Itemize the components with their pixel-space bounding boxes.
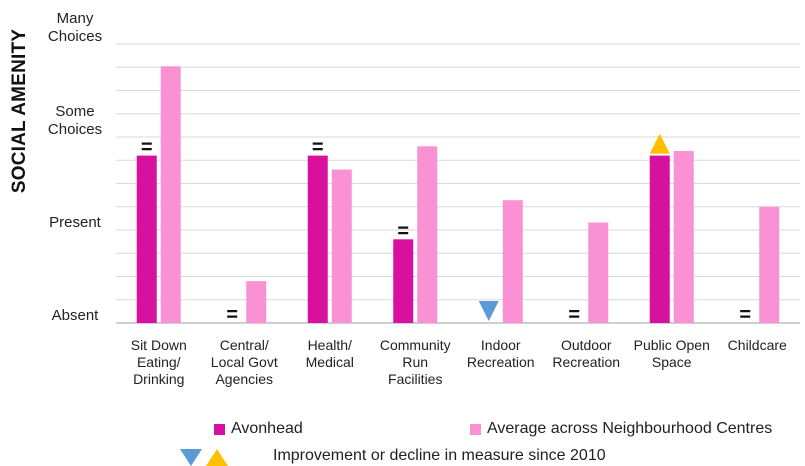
legend-label-average: Average across Neighbourhood Centres [487,420,773,437]
down-triangle-icon [180,449,202,466]
bar-average [673,150,694,323]
no-change-marker: = [568,304,580,326]
no-change-marker: = [312,137,324,159]
no-change-marker: = [141,137,153,159]
x-tick-label: Public Open Space [633,337,710,370]
legend-item-change-markers: Improvement or decline in measure since … [178,446,606,466]
y-tick-label: Absent [51,307,99,324]
legend-item-avonhead: Avonhead [214,420,303,438]
bar-average [331,169,352,323]
x-tick-label: Community Run Facilities [379,337,451,387]
bar-avonhead [393,239,414,323]
x-tick-label: Childcare [727,337,787,353]
bar-average [759,206,780,323]
legend-label-change-markers: Improvement or decline in measure since … [273,447,606,464]
x-tick-label: Sit Down Eating/ Drinking [130,337,187,387]
legend-marker-icons [180,449,228,466]
legend-swatch-average [470,423,481,435]
x-tick-label: Indoor Recreation [466,337,535,370]
bar-average [417,146,438,323]
no-change-marker: = [739,304,751,326]
legend-label-avonhead: Avonhead [231,420,303,437]
legend-swatch-avonhead [214,423,225,435]
decline-triangle-icon [478,301,499,321]
x-tick-label: Central/ Local Govt Agencies [210,337,278,387]
no-change-marker: = [226,304,238,326]
up-triangle-icon [206,449,228,466]
bar-average [588,222,609,323]
y-axis-title: SOCIAL AMENITY [9,28,30,194]
bar-avonhead [649,155,670,323]
bar-average [502,200,523,323]
y-tick-label: Many Choices [47,10,103,45]
legend-item-average: Average across Neighbourhood Centres [470,420,772,438]
bar-avonhead [307,155,328,323]
no-change-marker: = [397,220,409,242]
improvement-triangle-icon [649,133,670,154]
y-tick-label: Present [49,214,101,231]
y-tick-label: Some Choices [47,103,103,138]
bar-avonhead [136,155,157,323]
x-tick-label: Health/ Medical [305,337,354,370]
x-tick-label: Outdoor Recreation [552,337,621,370]
bar-average [246,281,267,323]
bar-average [160,66,181,323]
